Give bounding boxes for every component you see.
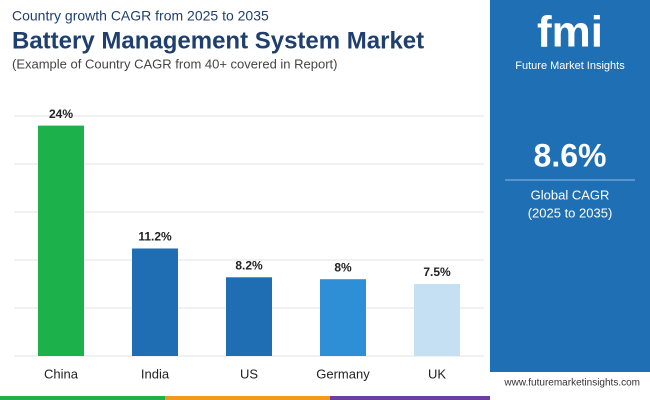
- logo: fmi: [537, 8, 603, 57]
- x-tick-label: US: [240, 366, 258, 381]
- x-tick-label: China: [44, 366, 79, 381]
- x-tick-label: UK: [428, 366, 446, 381]
- bar: [226, 277, 272, 356]
- value-label: 11.2%: [138, 230, 172, 244]
- bar: [132, 248, 178, 356]
- x-tick-label: Germany: [316, 366, 370, 381]
- value-label: 8.2%: [235, 258, 263, 272]
- value-label: 24%: [49, 107, 73, 121]
- brand: Future Market Insights: [515, 60, 625, 72]
- sidebar-panel: [490, 0, 650, 372]
- value-label: 7.5%: [423, 265, 451, 279]
- bar: [38, 125, 84, 356]
- stat-value: 8.6%: [534, 137, 607, 173]
- x-tick-label: India: [141, 366, 170, 381]
- note: (Example of Country CAGR from 40+ covere…: [12, 56, 338, 71]
- kicker: Country growth CAGR from 2025 to 2035: [12, 8, 269, 24]
- footer-url: www.futuremarketinsights.com: [503, 378, 640, 389]
- bar: [320, 279, 366, 356]
- stripe: [330, 396, 490, 400]
- stat-period: (2025 to 2035): [528, 205, 613, 220]
- stat-label: Global CAGR: [531, 187, 610, 202]
- bar: [414, 284, 460, 356]
- stripe: [165, 396, 330, 400]
- stripe: [0, 396, 165, 400]
- value-label: 8%: [334, 260, 352, 274]
- title: Battery Management System Market: [12, 27, 424, 54]
